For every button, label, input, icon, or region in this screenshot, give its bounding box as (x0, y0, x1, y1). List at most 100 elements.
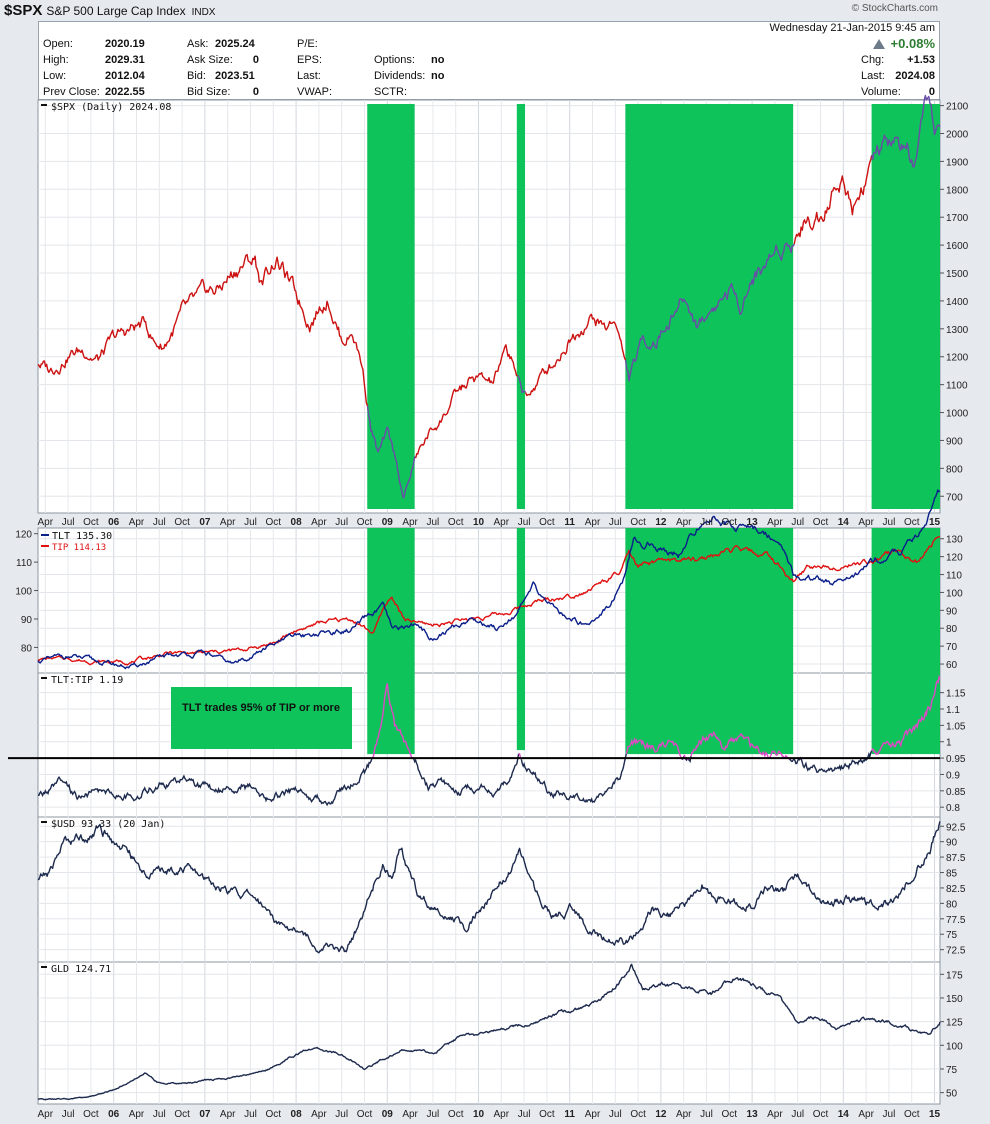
ratio-ytick-label-7: 1.15 (946, 689, 966, 700)
bid-label: Bid: (187, 70, 206, 82)
gld-xtick-label-23: 11 (564, 1109, 575, 1120)
ratio-line-segment-11 (690, 730, 770, 759)
gld-xtick-label-30: Oct (722, 1109, 738, 1120)
spx-ytick-label-8: 1500 (946, 269, 969, 280)
gld-xtick-label-22: Oct (539, 1109, 555, 1120)
gld-ytick-label-4: 150 (946, 994, 963, 1005)
tip-legend-swatch (41, 545, 49, 547)
tlt-right-ytick-label-0: 60 (946, 660, 958, 671)
tlt-left-ytick-label-3: 110 (16, 558, 32, 569)
spx-ytick-label-2: 900 (946, 436, 963, 447)
chg-value: +1.53 (907, 54, 935, 66)
open-value: 2020.19 (105, 38, 145, 50)
usd-ytick-label-4: 82.5 (946, 884, 966, 895)
dividends-label: Dividends: (374, 70, 426, 82)
ask-label: Ask: (187, 38, 209, 50)
spx-xtick-label-7: 07 (199, 517, 211, 528)
gld-xtick-label-12: Apr (311, 1109, 327, 1120)
spx-xtick-label-30: Oct (722, 517, 738, 528)
spx-line-segment-2 (415, 344, 518, 459)
ratio-highlight-band-1 (516, 673, 526, 751)
ratio-line-segment-4 (520, 753, 627, 804)
tlt-line-segment-0 (37, 489, 941, 670)
up-arrow-icon (872, 39, 885, 49)
ratio-ytick-label-6: 1.1 (946, 705, 960, 716)
tlt-left-ytick-label-1: 90 (21, 615, 33, 626)
ratio-ytick-label-1: 0.85 (946, 787, 966, 798)
tlt-left-ytick-label-0: 80 (21, 643, 33, 654)
spx-ytick-label-11: 1800 (946, 185, 969, 196)
spx-xtick-label-31: 13 (747, 517, 759, 528)
spx-title-marker (41, 104, 47, 106)
low-value: 2012.04 (105, 70, 145, 82)
options-value: no (431, 54, 445, 66)
tlt-legend: TLT 135.30 (52, 531, 112, 542)
spx-ytick-label-7: 1400 (946, 297, 969, 308)
spx-xtick-label-25: Jul (609, 517, 622, 528)
ratio-line-segment-15 (871, 674, 941, 756)
spx-ytick-label-6: 1300 (946, 325, 969, 336)
gld-ytick-label-0: 50 (946, 1089, 958, 1100)
spx-ytick-label-1: 800 (946, 464, 963, 475)
spx-ytick-label-5: 1200 (946, 353, 969, 364)
usd-line-segment-0 (37, 821, 941, 954)
spx-xtick-label-8: Apr (220, 517, 236, 528)
eps-label: EPS: (297, 54, 323, 66)
high-value: 2029.31 (105, 54, 145, 66)
gld-title: GLD 124.71 (51, 964, 111, 975)
gld-xtick-label-29: Jul (700, 1109, 713, 1120)
spx-xtick-label-20: Apr (494, 517, 510, 528)
gld-xtick-label-15: 09 (382, 1109, 394, 1120)
gld-ytick-label-3: 125 (946, 1018, 963, 1029)
last-label: Last: (297, 70, 321, 82)
gld-xtick-label-34: Oct (813, 1109, 829, 1120)
spx-xtick-label-22: Oct (539, 517, 555, 528)
ratio-highlight-band-2 (625, 673, 794, 755)
gld-xtick-label-31: 13 (747, 1109, 759, 1120)
gld-title-marker (41, 966, 47, 968)
spx-xtick-label-21: Jul (518, 517, 531, 528)
spx-xtick-label-18: Oct (448, 517, 464, 528)
panel-0-highlight-band-1 (516, 104, 526, 509)
pe-label: P/E: (297, 38, 318, 50)
gld-xtick-label-7: 07 (199, 1109, 211, 1120)
ask-size-value: 0 (252, 54, 259, 66)
gld-xtick-label-4: Apr (129, 1109, 145, 1120)
spx-xtick-label-13: Jul (335, 517, 348, 528)
volume-label: Volume: (861, 86, 901, 98)
tlt-left-ytick-label-2: 100 (15, 587, 32, 598)
spx-xtick-label-19: 10 (473, 517, 485, 528)
tip-legend: TIP 114.13 (52, 543, 106, 553)
ratio-highlight-band-3 (871, 673, 940, 755)
ask-value: 2025.24 (215, 38, 255, 50)
tlt-legend-swatch (41, 534, 49, 536)
gld-xtick-label-16: Apr (402, 1109, 418, 1120)
spx-ytick-label-3: 1000 (946, 409, 969, 420)
gld-xtick-label-11: 08 (291, 1109, 303, 1120)
usd-ytick-label-1: 75 (946, 930, 958, 941)
exchange-label: INDX (191, 7, 216, 18)
tip-line-segment-0 (37, 535, 941, 666)
quote-panel: Open: 2020.19 High: 2029.31 Low: 2012.04… (38, 21, 940, 100)
gld-xtick-label-32: Apr (767, 1109, 783, 1120)
symbol-name: S&P 500 Large Cap Index (46, 4, 186, 18)
usd-title-marker (41, 821, 47, 823)
panel-0-highlight-band-3 (871, 104, 940, 509)
tlt-right-ytick-label-6: 120 (946, 553, 963, 564)
tlt-left-ytick-label-4: 120 (15, 530, 32, 541)
tlt-right-ytick-label-3: 90 (946, 606, 958, 617)
usd-ytick-label-3: 80 (946, 899, 958, 910)
ratio-line-segment-13 (768, 750, 791, 761)
spx-xtick-label-5: Jul (153, 517, 166, 528)
spx-line-segment-7 (871, 94, 941, 168)
usd-ytick-label-2: 77.5 (946, 915, 966, 926)
symbol: $SPX (4, 2, 43, 19)
gld-xtick-label-14: Oct (357, 1109, 373, 1120)
ratio-ytick-label-5: 1.05 (946, 721, 966, 732)
spx-xtick-label-3: 06 (108, 517, 120, 528)
tlt-right-ytick-label-5: 110 (946, 571, 962, 582)
spx-xtick-label-34: Oct (813, 517, 829, 528)
panel-0-highlight-band-0 (367, 104, 415, 509)
usd-ytick-label-6: 87.5 (946, 853, 966, 864)
